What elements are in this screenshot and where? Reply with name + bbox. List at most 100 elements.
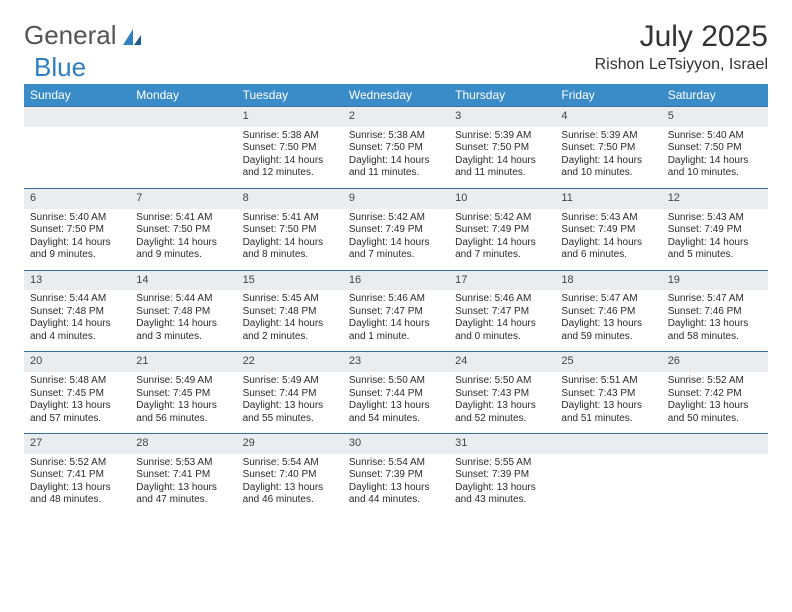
calendar-day-cell: 19Sunrise: 5:47 AMSunset: 7:46 PMDayligh… (662, 270, 768, 352)
sunset-text: Sunset: 7:50 PM (243, 224, 337, 237)
daylight-text: Daylight: 14 hours (243, 237, 337, 250)
day-header: Monday (130, 84, 236, 107)
sunrise-text: Sunrise: 5:41 AM (136, 212, 230, 225)
calendar-header-row: SundayMondayTuesdayWednesdayThursdayFrid… (24, 84, 768, 107)
daylight-text: and 57 minutes. (30, 413, 124, 426)
daylight-text: and 55 minutes. (243, 413, 337, 426)
day-number: 9 (343, 189, 449, 209)
day-details: Sunrise: 5:49 AMSunset: 7:44 PMDaylight:… (237, 372, 343, 433)
calendar-empty-cell (555, 434, 661, 515)
title-block: July 2025 Rishon LeTsiyyon, Israel (595, 20, 768, 74)
day-details: Sunrise: 5:49 AMSunset: 7:45 PMDaylight:… (130, 372, 236, 433)
sunset-text: Sunset: 7:44 PM (349, 388, 443, 401)
calendar-empty-cell (24, 107, 130, 189)
sunrise-text: Sunrise: 5:43 AM (668, 212, 762, 225)
day-number: 16 (343, 271, 449, 291)
daylight-text: Daylight: 14 hours (668, 237, 762, 250)
daylight-text: Daylight: 14 hours (30, 237, 124, 250)
sunset-text: Sunset: 7:46 PM (668, 306, 762, 319)
logo: General (24, 20, 145, 51)
day-header: Tuesday (237, 84, 343, 107)
daylight-text: and 47 minutes. (136, 494, 230, 507)
daylight-text: and 12 minutes. (243, 167, 337, 180)
day-number: 26 (662, 352, 768, 372)
daylight-text: and 7 minutes. (349, 249, 443, 262)
day-number: 21 (130, 352, 236, 372)
sunset-text: Sunset: 7:49 PM (349, 224, 443, 237)
sunset-text: Sunset: 7:48 PM (136, 306, 230, 319)
daylight-text: Daylight: 14 hours (243, 155, 337, 168)
sunrise-text: Sunrise: 5:38 AM (349, 130, 443, 143)
calendar-day-cell: 20Sunrise: 5:48 AMSunset: 7:45 PMDayligh… (24, 352, 130, 434)
daylight-text: Daylight: 13 hours (561, 318, 655, 331)
daylight-text: Daylight: 14 hours (243, 318, 337, 331)
daylight-text: Daylight: 13 hours (136, 400, 230, 413)
day-details: Sunrise: 5:42 AMSunset: 7:49 PMDaylight:… (343, 209, 449, 270)
day-details: Sunrise: 5:48 AMSunset: 7:45 PMDaylight:… (24, 372, 130, 433)
sunrise-text: Sunrise: 5:47 AM (561, 293, 655, 306)
daylight-text: and 52 minutes. (455, 413, 549, 426)
daylight-text: Daylight: 14 hours (349, 237, 443, 250)
daylight-text: Daylight: 14 hours (668, 155, 762, 168)
calendar-day-cell: 13Sunrise: 5:44 AMSunset: 7:48 PMDayligh… (24, 270, 130, 352)
day-number: 22 (237, 352, 343, 372)
sunset-text: Sunset: 7:43 PM (561, 388, 655, 401)
sunset-text: Sunset: 7:40 PM (243, 469, 337, 482)
day-number: 19 (662, 271, 768, 291)
calendar-day-cell: 24Sunrise: 5:50 AMSunset: 7:43 PMDayligh… (449, 352, 555, 434)
sunset-text: Sunset: 7:49 PM (668, 224, 762, 237)
calendar-empty-cell (130, 107, 236, 189)
day-details: Sunrise: 5:54 AMSunset: 7:40 PMDaylight:… (237, 454, 343, 515)
day-number: 23 (343, 352, 449, 372)
day-header: Wednesday (343, 84, 449, 107)
calendar-day-cell: 15Sunrise: 5:45 AMSunset: 7:48 PMDayligh… (237, 270, 343, 352)
day-number: 1 (237, 107, 343, 127)
location-label: Rishon LeTsiyyon, Israel (595, 56, 768, 74)
day-details: Sunrise: 5:38 AMSunset: 7:50 PMDaylight:… (237, 127, 343, 188)
day-details: Sunrise: 5:50 AMSunset: 7:43 PMDaylight:… (449, 372, 555, 433)
daylight-text: Daylight: 14 hours (455, 237, 549, 250)
daylight-text: Daylight: 14 hours (30, 318, 124, 331)
day-number: 5 (662, 107, 768, 127)
sunset-text: Sunset: 7:50 PM (136, 224, 230, 237)
calendar-day-cell: 6Sunrise: 5:40 AMSunset: 7:50 PMDaylight… (24, 188, 130, 270)
calendar-day-cell: 3Sunrise: 5:39 AMSunset: 7:50 PMDaylight… (449, 107, 555, 189)
month-title: July 2025 (595, 20, 768, 54)
day-number: 24 (449, 352, 555, 372)
day-number: 7 (130, 189, 236, 209)
day-number: 2 (343, 107, 449, 127)
day-number: 3 (449, 107, 555, 127)
day-details: Sunrise: 5:39 AMSunset: 7:50 PMDaylight:… (555, 127, 661, 188)
daylight-text: and 9 minutes. (136, 249, 230, 262)
day-details: Sunrise: 5:41 AMSunset: 7:50 PMDaylight:… (237, 209, 343, 270)
calendar-day-cell: 4Sunrise: 5:39 AMSunset: 7:50 PMDaylight… (555, 107, 661, 189)
empty-daynum (24, 107, 130, 127)
daylight-text: Daylight: 14 hours (455, 155, 549, 168)
empty-daynum (130, 107, 236, 127)
daylight-text: and 51 minutes. (561, 413, 655, 426)
sunrise-text: Sunrise: 5:52 AM (30, 457, 124, 470)
calendar-day-cell: 12Sunrise: 5:43 AMSunset: 7:49 PMDayligh… (662, 188, 768, 270)
daylight-text: and 4 minutes. (30, 331, 124, 344)
sunset-text: Sunset: 7:48 PM (243, 306, 337, 319)
day-number: 17 (449, 271, 555, 291)
calendar-week-row: 1Sunrise: 5:38 AMSunset: 7:50 PMDaylight… (24, 107, 768, 189)
daylight-text: Daylight: 14 hours (561, 155, 655, 168)
daylight-text: Daylight: 14 hours (349, 155, 443, 168)
daylight-text: and 10 minutes. (668, 167, 762, 180)
sunset-text: Sunset: 7:39 PM (349, 469, 443, 482)
daylight-text: and 5 minutes. (668, 249, 762, 262)
sunrise-text: Sunrise: 5:49 AM (136, 375, 230, 388)
sunrise-text: Sunrise: 5:40 AM (668, 130, 762, 143)
daylight-text: and 9 minutes. (30, 249, 124, 262)
sunrise-text: Sunrise: 5:47 AM (668, 293, 762, 306)
calendar-day-cell: 8Sunrise: 5:41 AMSunset: 7:50 PMDaylight… (237, 188, 343, 270)
day-number: 4 (555, 107, 661, 127)
daylight-text: Daylight: 14 hours (136, 237, 230, 250)
sunset-text: Sunset: 7:44 PM (243, 388, 337, 401)
calendar-day-cell: 22Sunrise: 5:49 AMSunset: 7:44 PMDayligh… (237, 352, 343, 434)
day-details: Sunrise: 5:40 AMSunset: 7:50 PMDaylight:… (662, 127, 768, 188)
sunset-text: Sunset: 7:45 PM (136, 388, 230, 401)
sunrise-text: Sunrise: 5:38 AM (243, 130, 337, 143)
sunrise-text: Sunrise: 5:54 AM (349, 457, 443, 470)
